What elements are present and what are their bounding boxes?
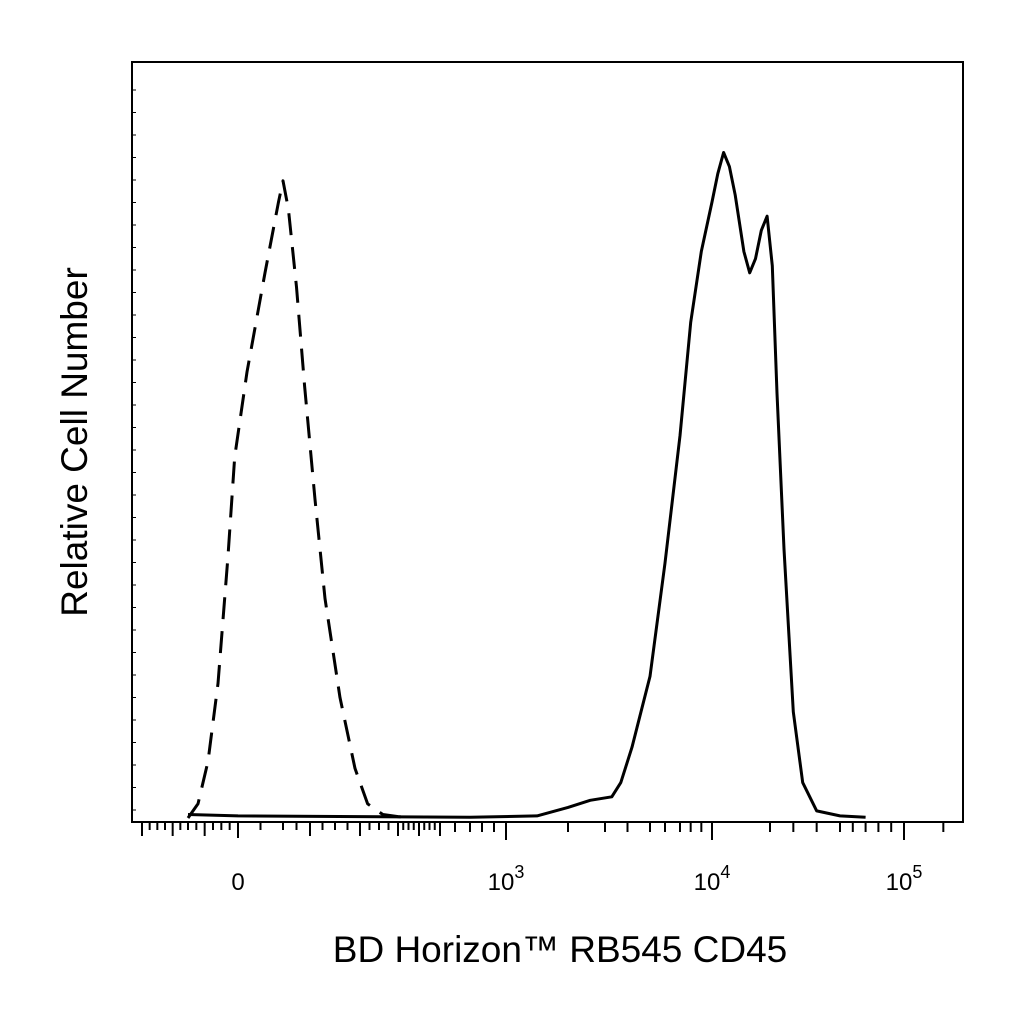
x-axis-title: BD Horizon™ RB545 CD45 (333, 929, 787, 970)
x-tick-label: 103 (488, 862, 525, 896)
series-line-solid (187, 151, 866, 819)
x-tick-label: 105 (886, 862, 923, 896)
series-line-dashed (186, 179, 407, 819)
x-tick-label: 104 (694, 862, 731, 896)
x-tick-label: 0 (231, 869, 244, 896)
y-axis-title: Relative Cell Number (54, 267, 95, 617)
plot-frame (131, 61, 964, 823)
x-axis-tick-labels: 0 103 104 105 (231, 862, 922, 896)
y-axis-ticks (132, 89, 136, 811)
x-axis-ticks (141, 822, 945, 840)
series-layer (186, 151, 866, 819)
